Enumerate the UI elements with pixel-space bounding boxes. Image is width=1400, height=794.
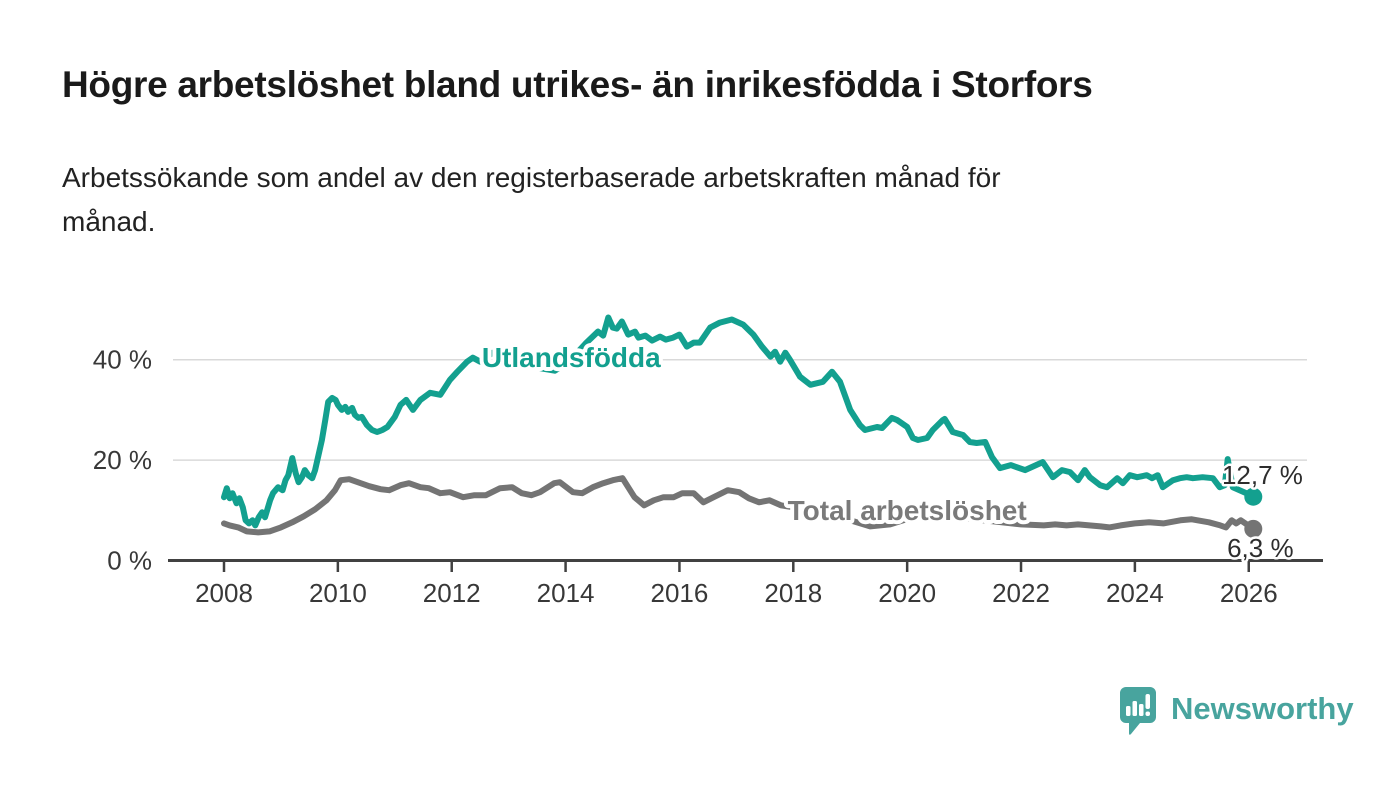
x-tick-label-2022: 2022 [992, 578, 1050, 608]
x-tick-label-2014: 2014 [537, 578, 595, 608]
logo-exclamation-dot [1145, 711, 1150, 716]
value-label-12-7-: 12,7 % [1222, 460, 1303, 490]
logo-bar-2 [1132, 701, 1137, 716]
x-tick-label-2024: 2024 [1106, 578, 1164, 608]
series-end-dot-utlandsfödda [1244, 487, 1263, 506]
value-label-6-3-: 6,3 % [1227, 533, 1294, 563]
newsworthy-logo-icon [1120, 687, 1156, 735]
y-tick-label-40: 40 % [93, 345, 152, 375]
speech-bubble-shape [1120, 687, 1156, 735]
x-tick-label-2020: 2020 [878, 578, 936, 608]
x-tick-label-2008: 2008 [195, 578, 253, 608]
series-end-dot-total-arbetslöshet [1244, 519, 1263, 538]
chart-title: Högre arbetslöshet bland utrikes- än inr… [62, 64, 1093, 105]
chart-subtitle: Arbetssökande som andel av den registerb… [62, 156, 1001, 244]
newsworthy-logo: Newsworthy [1118, 685, 1354, 739]
series-line-utlandsfödda [221, 314, 1257, 529]
logo-bar-3 [1139, 704, 1144, 716]
brand-name: Newsworthy [1171, 691, 1354, 726]
series-label-utlandsfödda: Utlandsfödda [482, 342, 661, 373]
x-tick-label-2026: 2026 [1220, 578, 1278, 608]
x-tick-label-2010: 2010 [309, 578, 367, 608]
subtitle-line-1: Arbetssökande som andel av den registerb… [62, 162, 1001, 193]
series-label-total-arbetslöshet: Total arbetslöshet [788, 495, 1027, 526]
logo-exclamation-bar [1145, 694, 1150, 709]
x-tick-label-2012: 2012 [423, 578, 481, 608]
x-tick-label-2018: 2018 [764, 578, 822, 608]
x-tick-label-2016: 2016 [651, 578, 709, 608]
series-line-total-arbetslöshet [221, 475, 1257, 536]
y-tick-label-20: 20 % [93, 445, 152, 475]
subtitle-line-2: månad. [62, 206, 156, 237]
logo-bar-1 [1126, 706, 1131, 716]
y-tick-label-0: 0 % [107, 546, 152, 576]
